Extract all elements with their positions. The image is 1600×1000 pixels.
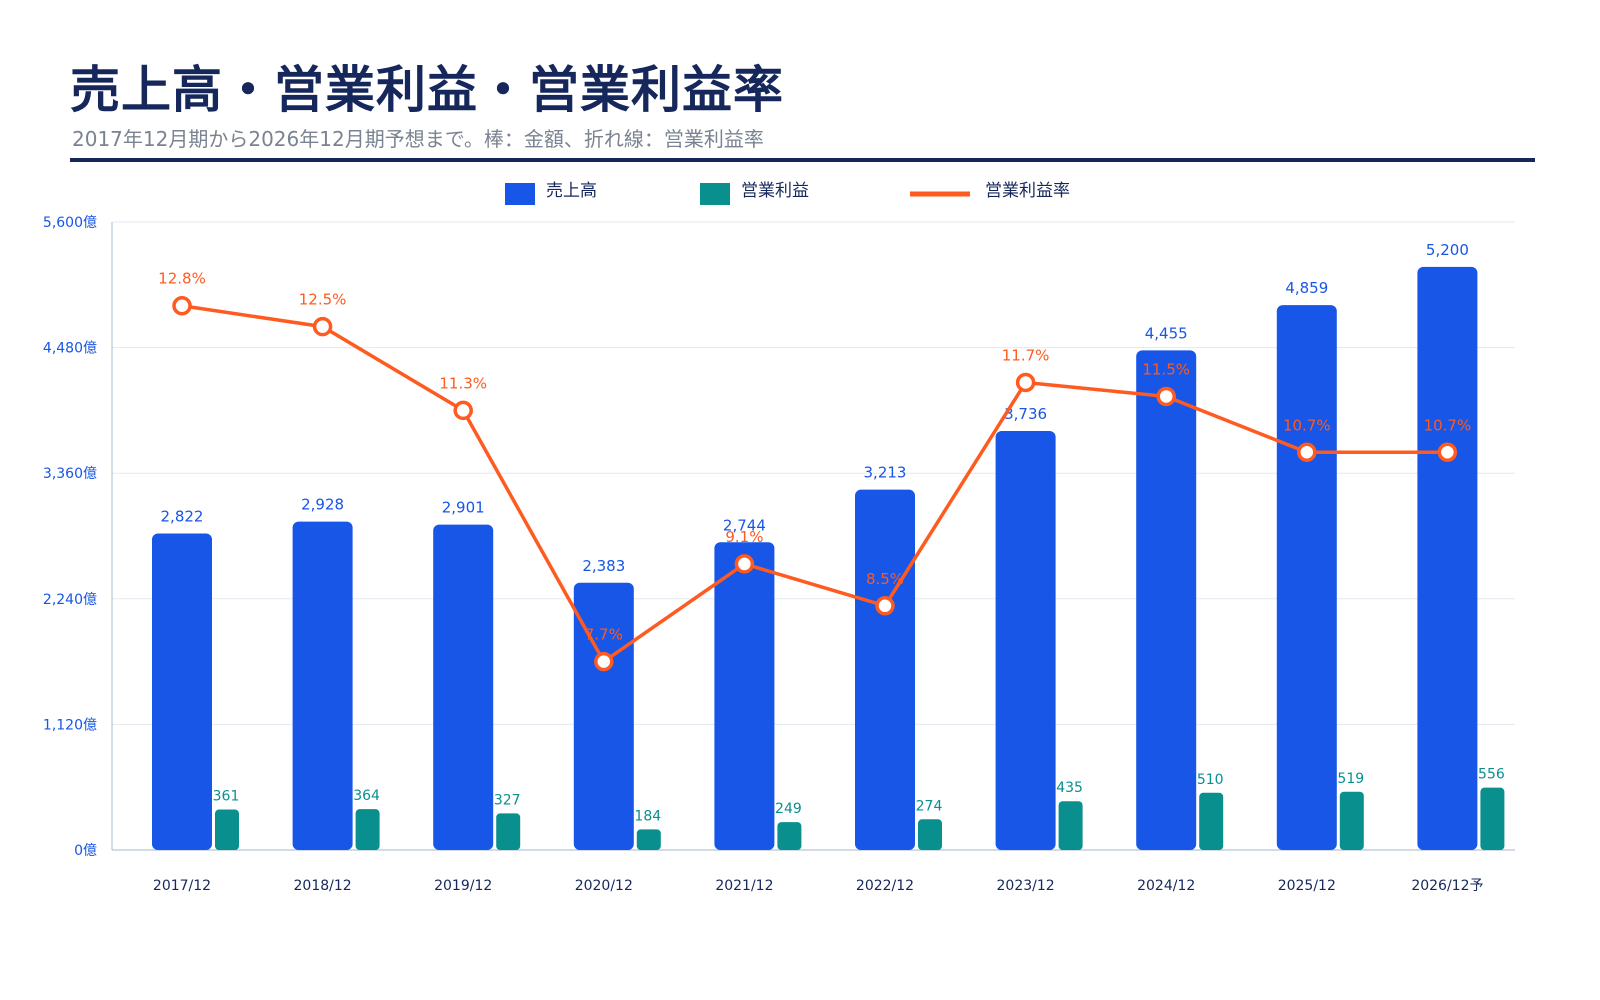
bar-label-operating-profit: 556 bbox=[1478, 767, 1505, 783]
bar-label-revenue: 4,455 bbox=[1145, 324, 1188, 342]
bar-label-revenue: 2,928 bbox=[301, 496, 344, 514]
bar-label-operating-profit: 249 bbox=[775, 801, 802, 817]
point-label-operating-margin: 11.3% bbox=[439, 374, 487, 392]
bar-label-operating-profit: 510 bbox=[1197, 772, 1224, 788]
point-operating-margin bbox=[1437, 442, 1458, 463]
bar-operating-profit bbox=[215, 809, 239, 850]
point-operating-margin bbox=[1297, 442, 1317, 463]
bar-label-operating-profit: 327 bbox=[494, 792, 521, 808]
bar-operating-profit bbox=[1058, 801, 1083, 850]
point-label-operating-margin: 12.5% bbox=[299, 291, 347, 309]
x-tick-label: 2018/12 bbox=[294, 878, 352, 894]
bar-revenue bbox=[1417, 266, 1478, 850]
bar-revenue bbox=[714, 542, 775, 850]
bar-label-revenue: 2,901 bbox=[442, 499, 485, 517]
x-tick-label: 2024/12 bbox=[1137, 878, 1195, 894]
x-tick-label: 2022/12 bbox=[856, 878, 914, 894]
y-tick-label: 0億 bbox=[74, 843, 97, 859]
bar-label-operating-profit: 519 bbox=[1337, 771, 1364, 787]
bar-operating-profit bbox=[1339, 791, 1364, 850]
bar-label-revenue: 3,736 bbox=[1004, 405, 1047, 423]
bar-revenue bbox=[433, 524, 494, 850]
y-tick-label: 5,600億 bbox=[43, 215, 97, 231]
legend-label-revenue: 売上高 bbox=[546, 181, 597, 201]
point-label-operating-margin: 7.7% bbox=[585, 626, 623, 644]
bar-label-revenue: 2,383 bbox=[582, 557, 625, 575]
bar-label-revenue: 4,859 bbox=[1285, 279, 1328, 297]
point-label-operating-margin: 10.7% bbox=[1283, 416, 1331, 434]
point-label-operating-margin: 12.8% bbox=[158, 270, 206, 288]
bar-operating-profit bbox=[636, 829, 661, 850]
bar-label-operating-profit: 364 bbox=[353, 788, 380, 804]
x-tick-label: 2026/12予 bbox=[1411, 878, 1483, 894]
y-tick-label: 1,120億 bbox=[43, 717, 97, 733]
bar-revenue bbox=[152, 533, 212, 850]
x-tick-label: 2021/12 bbox=[715, 878, 773, 894]
bar-operating-profit bbox=[1480, 787, 1505, 850]
bar-label-operating-profit: 274 bbox=[916, 798, 943, 814]
point-label-operating-margin: 11.7% bbox=[1002, 346, 1050, 364]
y-tick-label: 3,360億 bbox=[43, 466, 97, 482]
bar-operating-profit bbox=[918, 819, 942, 850]
point-operating-margin bbox=[1015, 372, 1036, 393]
bar-operating-profit bbox=[1199, 792, 1224, 850]
point-label-operating-margin: 9.1% bbox=[725, 528, 763, 546]
bar-operating-profit bbox=[777, 822, 802, 850]
x-tick-label: 2025/12 bbox=[1278, 878, 1336, 894]
x-tick-label: 2023/12 bbox=[997, 878, 1055, 894]
legend-label-margin: 営業利益率 bbox=[985, 181, 1070, 201]
point-operating-margin bbox=[1156, 386, 1176, 407]
bar-label-revenue: 3,213 bbox=[864, 464, 907, 482]
bar-label-operating-profit: 184 bbox=[634, 808, 661, 824]
page-title: 売上高・営業利益・営業利益率 bbox=[70, 61, 784, 119]
bar-revenue bbox=[855, 489, 915, 850]
bar-label-operating-profit: 435 bbox=[1056, 780, 1083, 796]
bar-label-revenue: 5,200 bbox=[1426, 241, 1469, 259]
bar-revenue bbox=[292, 521, 353, 850]
point-operating-margin bbox=[453, 400, 473, 421]
title-divider bbox=[70, 158, 1535, 162]
point-operating-margin bbox=[734, 554, 755, 574]
bar-revenue bbox=[995, 431, 1056, 850]
point-label-operating-margin: 11.5% bbox=[1142, 360, 1190, 378]
bar-operating-profit bbox=[355, 809, 380, 850]
legend-swatch-operating-profit bbox=[700, 183, 730, 205]
point-label-operating-margin: 10.7% bbox=[1424, 416, 1472, 434]
y-tick-label: 2,240億 bbox=[43, 592, 97, 608]
point-label-operating-margin: 8.5% bbox=[866, 570, 904, 588]
x-tick-label: 2019/12 bbox=[434, 878, 492, 894]
bar-label-revenue: 2,822 bbox=[161, 508, 204, 526]
bar-revenue bbox=[1136, 350, 1197, 850]
bar-label-revenue: 2,744 bbox=[723, 516, 766, 534]
y-tick-label: 4,480億 bbox=[43, 341, 97, 357]
point-operating-margin bbox=[875, 596, 895, 616]
bar-operating-profit bbox=[496, 813, 521, 850]
x-tick-label: 2020/12 bbox=[575, 878, 633, 894]
point-operating-margin bbox=[594, 651, 614, 672]
point-operating-margin bbox=[172, 295, 192, 316]
page-subtitle: 2017年12月期から2026年12月期予想まで。棒：金額、折れ線：営業利益率 bbox=[72, 127, 764, 151]
point-operating-margin bbox=[312, 316, 333, 337]
x-tick-label: 2017/12 bbox=[153, 878, 211, 894]
bar-label-operating-profit: 361 bbox=[213, 789, 240, 805]
legend-swatch-revenue bbox=[505, 183, 535, 205]
line-operating-margin bbox=[181, 304, 1448, 664]
legend-label-operating-profit: 営業利益 bbox=[741, 181, 809, 201]
bar-revenue bbox=[1276, 305, 1337, 850]
